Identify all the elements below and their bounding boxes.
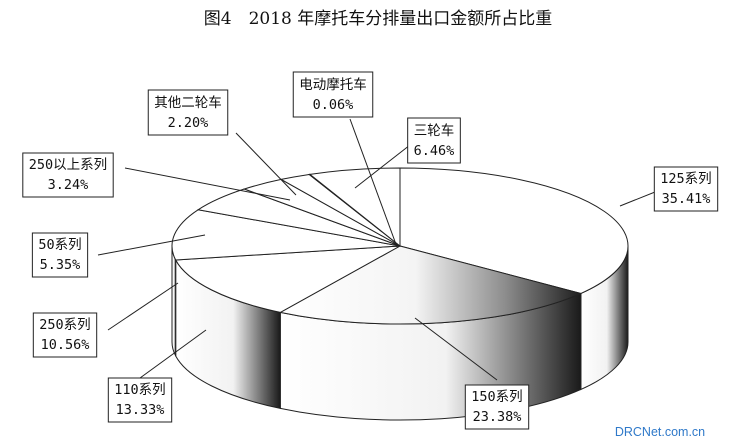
leader-50系列 bbox=[97, 234, 206, 256]
slice-150系列 bbox=[278, 245, 583, 325]
label-box-250以上系列 bbox=[22, 152, 114, 198]
leader-250系列 bbox=[107, 282, 179, 331]
label-box-150系列 bbox=[464, 384, 530, 430]
label-box-250系列 bbox=[32, 312, 98, 358]
leader-150系列 bbox=[414, 317, 498, 381]
label-电动摩托车: 电动摩托车 0.06% bbox=[292, 71, 374, 118]
leader-110系列 bbox=[139, 329, 207, 379]
slice-labels: 125系列 35.41% 150系列 23.38% 110系列 13.33% 250系列 10… bbox=[22, 71, 719, 430]
pie-top bbox=[171, 167, 629, 325]
chart-title: 图4 2018 年摩托车分排量出口金额所占比重 bbox=[204, 9, 552, 29]
label-三轮车: 三轮车 6.46% bbox=[407, 117, 461, 164]
label-box-110系列 bbox=[107, 377, 173, 423]
label-box-50系列 bbox=[31, 232, 89, 278]
label-percent-110系列: 13.33% bbox=[116, 402, 165, 418]
label-50系列: 50系列 5.35% bbox=[31, 232, 89, 278]
label-percent-125系列: 35.41% bbox=[662, 191, 711, 207]
slice-三轮车 bbox=[308, 167, 401, 248]
label-percent-其他二轮车: 2.20% bbox=[168, 115, 209, 131]
label-name-其他二轮车: 其他二轮车 bbox=[154, 94, 222, 111]
label-percent-250系列: 10.56% bbox=[41, 337, 90, 353]
leader-lines bbox=[97, 118, 661, 381]
label-box-电动摩托车 bbox=[292, 71, 374, 118]
label-110系列: 110系列 13.33% bbox=[107, 377, 173, 423]
leader-电动摩托车 bbox=[349, 118, 398, 248]
slice-250系列 bbox=[171, 209, 401, 261]
label-250系列: 250系列 10.56% bbox=[32, 312, 98, 358]
label-name-150系列: 150系列 bbox=[471, 389, 522, 405]
slice-125系列 bbox=[399, 167, 629, 294]
label-name-250以上系列: 250以上系列 bbox=[29, 157, 107, 173]
label-box-125系列 bbox=[653, 166, 719, 212]
label-box-其他二轮车 bbox=[147, 89, 229, 136]
label-name-50系列: 50系列 bbox=[38, 237, 81, 253]
label-250以上系列: 250以上系列 3.24% bbox=[22, 152, 114, 198]
label-name-250系列: 250系列 bbox=[39, 317, 90, 333]
leader-250以上系列 bbox=[124, 167, 291, 201]
label-name-电动摩托车: 电动摩托车 bbox=[299, 76, 367, 93]
slice-110系列 bbox=[174, 245, 401, 313]
label-name-三轮车: 三轮车 bbox=[414, 122, 455, 139]
label-percent-150系列: 23.38% bbox=[473, 409, 522, 425]
label-125系列: 125系列 35.41% bbox=[653, 166, 719, 212]
label-其他二轮车: 其他二轮车 2.20% bbox=[147, 89, 229, 136]
label-name-125系列: 125系列 bbox=[660, 171, 711, 187]
label-percent-250以上系列: 3.24% bbox=[48, 177, 89, 193]
label-percent-50系列: 5.35% bbox=[40, 257, 81, 273]
leader-三轮车 bbox=[354, 144, 411, 189]
leader-125系列 bbox=[619, 189, 661, 207]
label-box-三轮车 bbox=[407, 117, 461, 164]
label-name-110系列: 110系列 bbox=[114, 382, 165, 398]
label-percent-三轮车: 6.46% bbox=[414, 143, 455, 159]
slice-side-250系列 bbox=[171, 245, 177, 357]
watermark: DRCNet.com.cn bbox=[615, 425, 705, 439]
label-percent-电动摩托车: 0.06% bbox=[313, 97, 354, 113]
label-150系列: 150系列 23.38% bbox=[464, 384, 530, 430]
leader-其他二轮车 bbox=[235, 132, 297, 196]
